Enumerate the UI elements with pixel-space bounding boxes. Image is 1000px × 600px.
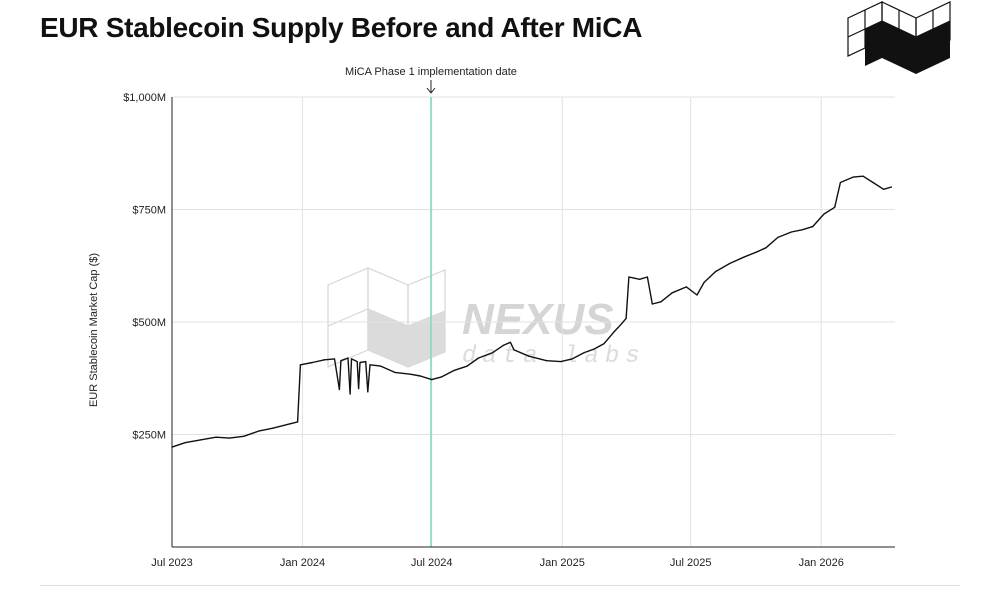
data-point — [755, 251, 757, 253]
data-point — [660, 301, 662, 303]
nexus-logo — [847, 1, 951, 74]
data-point — [685, 286, 688, 288]
grid — [171, 96, 895, 547]
data-point — [625, 317, 627, 319]
data-point — [441, 376, 443, 378]
data-point — [394, 371, 396, 373]
x-tick-label: Jul 2024 — [411, 557, 453, 569]
y-tick-label: $750M — [132, 205, 166, 217]
data-point — [340, 360, 342, 362]
data-point — [744, 256, 746, 258]
data-point — [409, 373, 411, 375]
data-point — [502, 344, 504, 346]
footer-divider — [40, 585, 960, 586]
data-point — [823, 213, 825, 215]
data-point — [729, 262, 731, 265]
data-point — [347, 357, 349, 359]
data-point — [890, 186, 893, 188]
data-point — [651, 303, 653, 305]
data-point — [834, 206, 836, 208]
data-point — [289, 423, 292, 425]
data-point — [356, 361, 358, 363]
mica-marker-arrow — [426, 80, 436, 94]
data-point — [646, 276, 649, 278]
watermark: NEXUS data labs — [327, 267, 646, 370]
data-point — [466, 365, 468, 367]
data-point — [812, 226, 814, 228]
data-point — [311, 361, 314, 364]
x-tick-label: Jul 2023 — [151, 557, 193, 569]
data-point — [228, 437, 231, 439]
x-tick-label: Jan 2024 — [280, 557, 325, 569]
data-point — [862, 175, 864, 177]
data-point — [380, 365, 382, 367]
annotation: MiCA Phase 1 implementation date — [345, 66, 517, 547]
data-point — [639, 278, 641, 280]
data-point — [872, 181, 874, 184]
data-point — [323, 359, 326, 361]
data-point — [714, 271, 717, 273]
data-point — [852, 176, 854, 178]
mica-marker-label: MiCA Phase 1 implementation date — [345, 66, 517, 78]
data-point — [593, 348, 595, 350]
data-point — [243, 435, 245, 437]
series-line — [171, 175, 892, 448]
y-tick-label: $500M — [132, 317, 166, 329]
data-point — [671, 292, 673, 294]
data-point — [513, 349, 515, 351]
y-tick-label: $250M — [132, 430, 166, 442]
data-point — [571, 358, 573, 360]
data-point — [613, 331, 615, 333]
data-point — [777, 236, 779, 238]
data-point — [765, 247, 767, 249]
watermark-brand: NEXUS — [462, 295, 614, 344]
data-point — [453, 370, 455, 372]
data-point — [628, 276, 630, 278]
data-point — [419, 375, 421, 377]
data-point — [477, 357, 480, 359]
data-point — [365, 361, 367, 363]
data-point — [258, 430, 260, 432]
x-tick-label: Jan 2026 — [799, 557, 844, 569]
data-point — [199, 439, 201, 441]
data-point — [184, 442, 187, 444]
x-tick-label: Jul 2025 — [670, 557, 712, 569]
chart-title: EUR Stablecoin Supply Before and After M… — [40, 12, 643, 43]
data-point — [801, 229, 803, 231]
data-point — [703, 281, 705, 283]
data-point — [338, 388, 340, 391]
data-point — [333, 358, 336, 360]
data-point — [359, 361, 361, 364]
data-point — [528, 355, 530, 357]
data-point — [883, 188, 885, 190]
data-point — [171, 446, 173, 448]
data-point — [560, 361, 562, 363]
data-point — [367, 391, 369, 393]
data-point — [790, 231, 793, 233]
data-point — [509, 341, 511, 343]
data-point — [349, 393, 351, 395]
x-tick-label: Jan 2025 — [540, 557, 585, 569]
data-point — [299, 364, 301, 366]
data-point — [350, 358, 353, 360]
y-tick-label: $1,000M — [123, 92, 166, 104]
data-point — [583, 352, 585, 354]
data-point — [431, 379, 433, 381]
data-point — [358, 388, 360, 390]
data-point — [696, 294, 698, 296]
data-point — [369, 364, 371, 366]
series — [171, 175, 893, 448]
watermark-sub: data labs — [462, 343, 646, 370]
data-point — [546, 360, 548, 362]
data-point — [620, 323, 622, 325]
data-point — [603, 343, 605, 345]
data-point — [492, 352, 494, 354]
data-point — [215, 436, 217, 438]
data-point — [297, 421, 299, 423]
data-point — [272, 427, 274, 429]
data-point — [839, 181, 842, 184]
axes: Jul 2023 Jan 2024 Jul 2024 Jan 2025 Jul 2025… — [123, 92, 895, 569]
